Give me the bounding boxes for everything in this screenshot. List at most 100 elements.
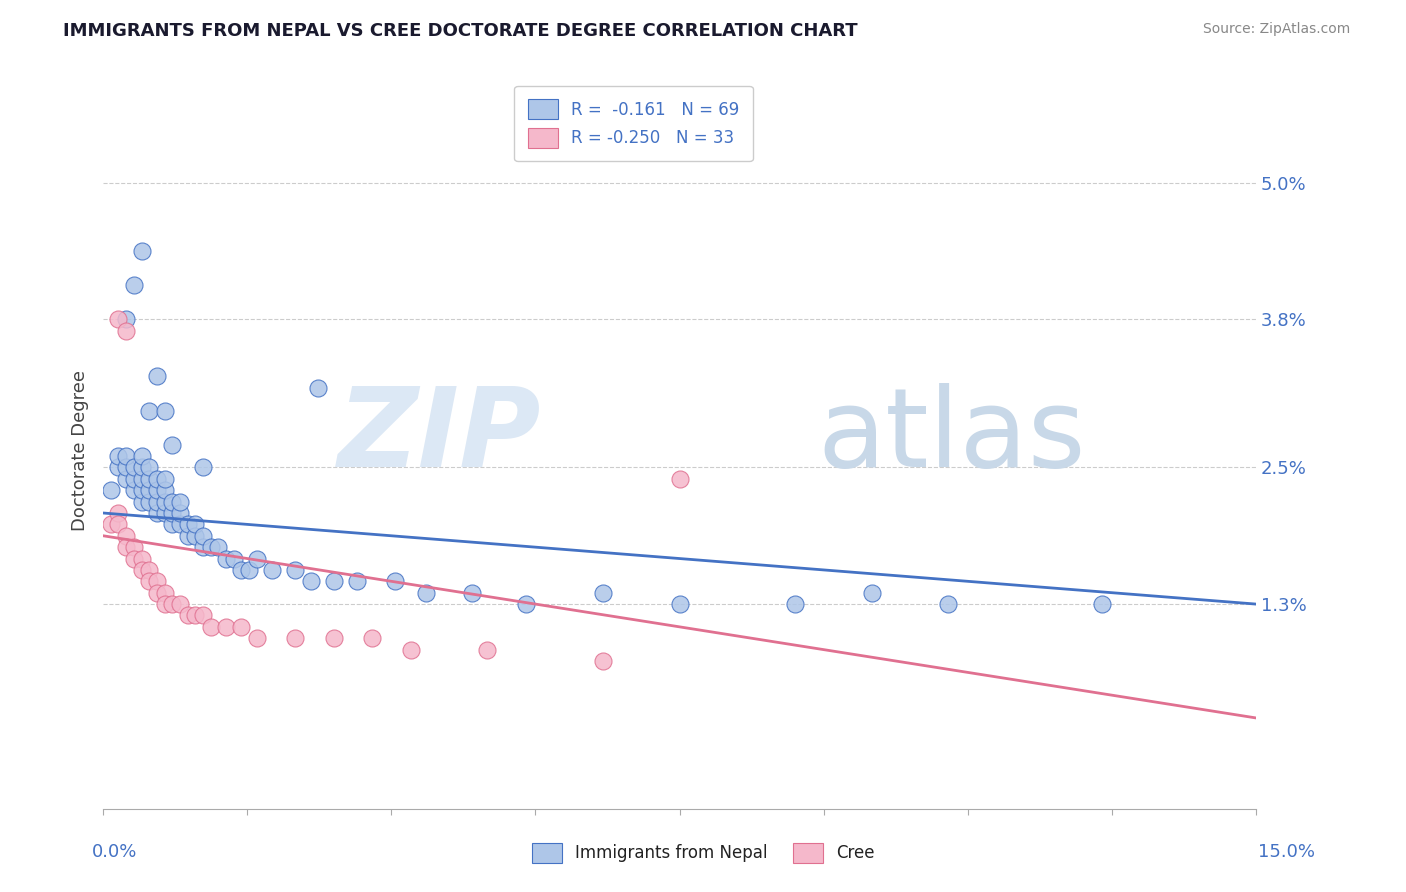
Text: ZIP: ZIP (337, 383, 541, 490)
Point (191, 460, 214, 475)
Point (146, 472, 169, 486)
Point (415, 585, 437, 599)
Point (169, 517, 191, 532)
Point (107, 449, 129, 463)
Point (115, 540, 138, 554)
Point (783, 597, 806, 611)
Legend: R =  -0.161   N = 69, R = -0.250   N = 33: R = -0.161 N = 69, R = -0.250 N = 33 (515, 86, 752, 161)
Point (122, 540, 145, 554)
Point (461, 585, 484, 599)
Point (191, 529, 214, 543)
Point (138, 563, 160, 577)
Point (107, 506, 129, 520)
Point (938, 597, 960, 611)
Point (176, 517, 198, 532)
Point (238, 563, 260, 577)
Point (200, 540, 222, 554)
Legend: Immigrants from Nepal, Cree: Immigrants from Nepal, Cree (520, 831, 886, 875)
Point (860, 585, 883, 599)
Point (115, 472, 138, 486)
Point (115, 324, 138, 338)
Text: Source: ZipAtlas.com: Source: ZipAtlas.com (1202, 22, 1350, 37)
Point (138, 472, 160, 486)
Point (122, 472, 145, 486)
Point (191, 608, 214, 623)
Point (184, 529, 207, 543)
Point (477, 642, 499, 657)
Point (207, 540, 229, 554)
Point (107, 517, 129, 532)
Point (138, 494, 160, 508)
Point (153, 585, 176, 599)
Point (176, 529, 198, 543)
Point (146, 369, 169, 384)
Point (131, 483, 153, 498)
Point (138, 460, 160, 475)
Point (231, 563, 253, 577)
Point (169, 494, 191, 508)
Point (162, 494, 184, 508)
Text: 0.0%: 0.0% (91, 843, 136, 861)
Point (162, 438, 184, 452)
Text: 15.0%: 15.0% (1257, 843, 1315, 861)
Point (668, 597, 690, 611)
Point (215, 551, 238, 566)
Point (153, 494, 176, 508)
Point (122, 460, 145, 475)
Point (138, 574, 160, 589)
Point (162, 517, 184, 532)
Point (346, 574, 368, 589)
Point (231, 620, 253, 634)
Point (146, 585, 169, 599)
Point (153, 597, 176, 611)
Point (100, 517, 122, 532)
Point (184, 608, 207, 623)
Point (668, 472, 690, 486)
Point (122, 551, 145, 566)
Point (307, 381, 329, 395)
Point (399, 642, 422, 657)
Point (200, 620, 222, 634)
Point (191, 540, 214, 554)
Point (262, 563, 284, 577)
Point (122, 278, 145, 293)
Point (246, 551, 269, 566)
Point (100, 483, 122, 498)
Point (515, 597, 537, 611)
Point (146, 506, 169, 520)
Point (115, 312, 138, 326)
Point (115, 460, 138, 475)
Point (131, 449, 153, 463)
Point (153, 472, 176, 486)
Point (153, 506, 176, 520)
Point (361, 632, 384, 646)
Point (322, 574, 344, 589)
Text: IMMIGRANTS FROM NEPAL VS CREE DOCTORATE DEGREE CORRELATION CHART: IMMIGRANTS FROM NEPAL VS CREE DOCTORATE … (63, 22, 858, 40)
Point (184, 517, 207, 532)
Point (169, 597, 191, 611)
Point (107, 460, 129, 475)
Point (162, 597, 184, 611)
Point (284, 632, 307, 646)
Point (131, 472, 153, 486)
Point (146, 483, 169, 498)
Y-axis label: Doctorate Degree: Doctorate Degree (72, 370, 89, 531)
Point (169, 506, 191, 520)
Point (146, 574, 169, 589)
Point (153, 483, 176, 498)
Text: atlas: atlas (818, 383, 1087, 490)
Point (284, 563, 307, 577)
Point (131, 460, 153, 475)
Point (131, 494, 153, 508)
Point (384, 574, 406, 589)
Point (322, 632, 344, 646)
Point (153, 403, 176, 417)
Point (592, 654, 614, 668)
Point (299, 574, 322, 589)
Point (122, 483, 145, 498)
Point (131, 244, 153, 259)
Point (138, 483, 160, 498)
Point (1091, 597, 1114, 611)
Point (162, 506, 184, 520)
Point (592, 585, 614, 599)
